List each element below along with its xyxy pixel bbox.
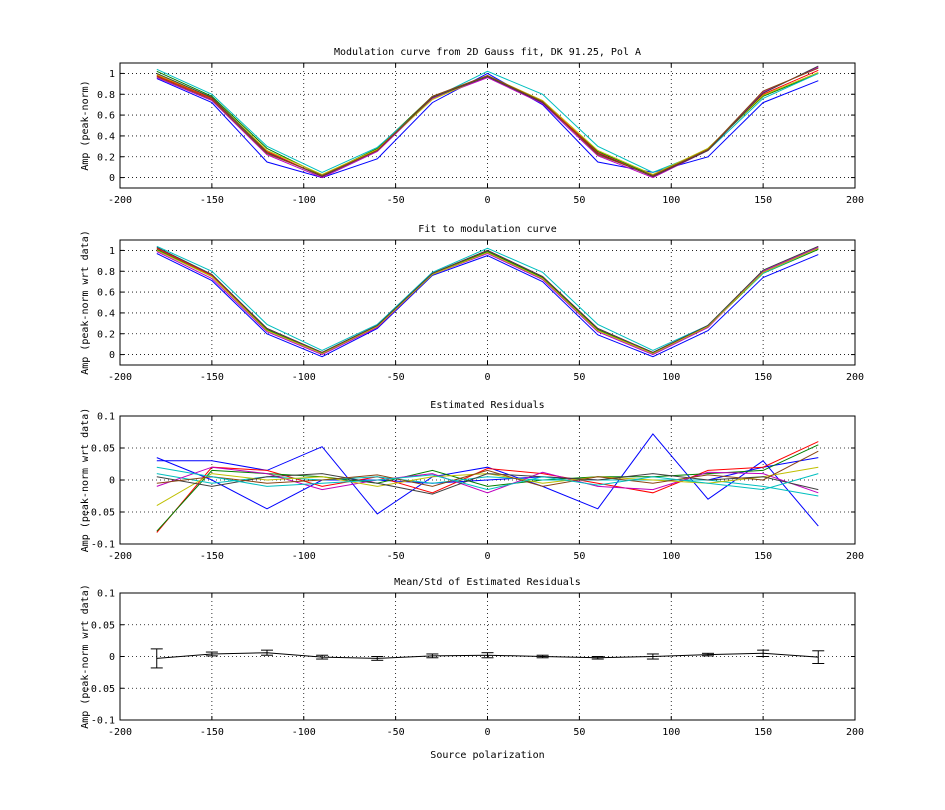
y-tick-label: 0.6 — [97, 111, 115, 122]
x-axis-label: Source polarization — [430, 750, 544, 761]
x-tick-label: -150 — [200, 551, 224, 562]
x-tick-label: 200 — [846, 551, 864, 562]
chart-title: Mean/Std of Estimated Residuals — [394, 577, 581, 588]
y-tick-label: 0.2 — [97, 152, 115, 163]
x-tick-label: 150 — [754, 372, 772, 383]
x-tick-label: -100 — [292, 195, 316, 206]
y-tick-label: 0.6 — [97, 288, 115, 299]
y-tick-label: 0 — [109, 350, 115, 361]
x-tick-label: 50 — [573, 372, 585, 383]
y-tick-label: 0 — [109, 173, 115, 184]
x-tick-label: -200 — [108, 195, 132, 206]
x-tick-label: 100 — [662, 195, 680, 206]
y-tick-label: 0.1 — [97, 589, 115, 600]
y-tick-label: 0.8 — [97, 90, 115, 101]
x-tick-label: 50 — [573, 551, 585, 562]
y-tick-label: 0.8 — [97, 267, 115, 278]
chart-panel-1: -200 -150 -100 -50 0 50 100 150 200 0 0.2 0.4 0.6 0.8… — [80, 47, 864, 206]
x-tick-label: 0 — [484, 195, 490, 206]
y-axis-label: Amp (peak-norm wrt data) — [80, 230, 91, 375]
x-tick-label: 150 — [754, 727, 772, 738]
x-tick-label: 200 — [846, 372, 864, 383]
x-tick-label: 0 — [484, 727, 490, 738]
y-tick-label: 0.05 — [91, 620, 115, 631]
x-tick-label: 50 — [573, 195, 585, 206]
y-tick-label: -0.1 — [91, 716, 115, 727]
chart-title: Estimated Residuals — [430, 400, 544, 411]
y-tick-label: 0.1 — [97, 412, 115, 423]
series-line-6 — [156, 466, 819, 494]
y-tick-label: -0.05 — [85, 684, 115, 695]
y-axis-label: Amp (peak-norm) — [80, 80, 91, 170]
series-line-5 — [156, 246, 819, 356]
y-tick-label: -0.1 — [91, 540, 115, 551]
y-tick-label: 0.4 — [97, 131, 115, 142]
series-line-9 — [156, 450, 819, 487]
series-line-1 — [156, 253, 819, 358]
y-axis-label: Amp (peak-norm wrt data) — [80, 584, 91, 729]
x-tick-label: -200 — [108, 551, 132, 562]
x-tick-label: 100 — [662, 551, 680, 562]
x-tick-label: 100 — [662, 727, 680, 738]
x-tick-label: 200 — [846, 727, 864, 738]
x-tick-label: 100 — [662, 372, 680, 383]
y-tick-label: 0.4 — [97, 308, 115, 319]
y-tick-label: 0.05 — [91, 444, 115, 455]
chart-panel-2: -200 -150 -100 -50 0 50 100 150 200 0 0.2 0.4 0.6 0.8… — [80, 224, 864, 383]
y-tick-label: -0.05 — [85, 508, 115, 519]
y-tick-label: 0.2 — [97, 329, 115, 340]
x-tick-label: -50 — [387, 195, 405, 206]
chart-panel-3: -200 -150 -100 -50 0 50 100 150 200 -0.1 -0.05 0 0.0… — [80, 400, 864, 562]
x-tick-label: 150 — [754, 195, 772, 206]
chart-panel-4: -200 -150 -100 -50 0 50 100 150 200 -0.1 -0.05 0 0.0… — [80, 577, 864, 761]
x-tick-label: -200 — [108, 727, 132, 738]
y-tick-label: 0 — [109, 652, 115, 663]
series-line-10 — [156, 466, 819, 491]
y-tick-label: 0 — [109, 476, 115, 487]
x-tick-label: -200 — [108, 372, 132, 383]
x-tick-label: -150 — [200, 195, 224, 206]
x-tick-label: -100 — [292, 372, 316, 383]
x-tick-label: -150 — [200, 727, 224, 738]
series-line-7 — [156, 65, 819, 178]
x-tick-label: 0 — [484, 372, 490, 383]
series-line-3 — [156, 441, 819, 533]
x-tick-label: 200 — [846, 195, 864, 206]
x-tick-label: -50 — [387, 551, 405, 562]
chart-title: Modulation curve from 2D Gauss fit, DK 9… — [334, 47, 641, 58]
y-axis-label: Amp (peak-norm wrt data) — [80, 408, 91, 553]
series-line-8 — [156, 473, 819, 495]
x-tick-label: 150 — [754, 551, 772, 562]
x-tick-label: -100 — [292, 727, 316, 738]
x-tick-label: -50 — [387, 727, 405, 738]
x-tick-label: 0 — [484, 551, 490, 562]
x-tick-label: -50 — [387, 372, 405, 383]
series-line-7 — [156, 245, 819, 354]
y-tick-label: 1 — [109, 69, 115, 80]
series-line-1 — [156, 72, 819, 179]
chart-title: Fit to modulation curve — [418, 224, 556, 235]
x-tick-label: -100 — [292, 551, 316, 562]
x-tick-label: -150 — [200, 372, 224, 383]
y-tick-label: 1 — [109, 246, 115, 257]
series-line-8 — [156, 67, 819, 177]
x-tick-label: 50 — [573, 727, 585, 738]
series-line-6 — [156, 247, 819, 355]
